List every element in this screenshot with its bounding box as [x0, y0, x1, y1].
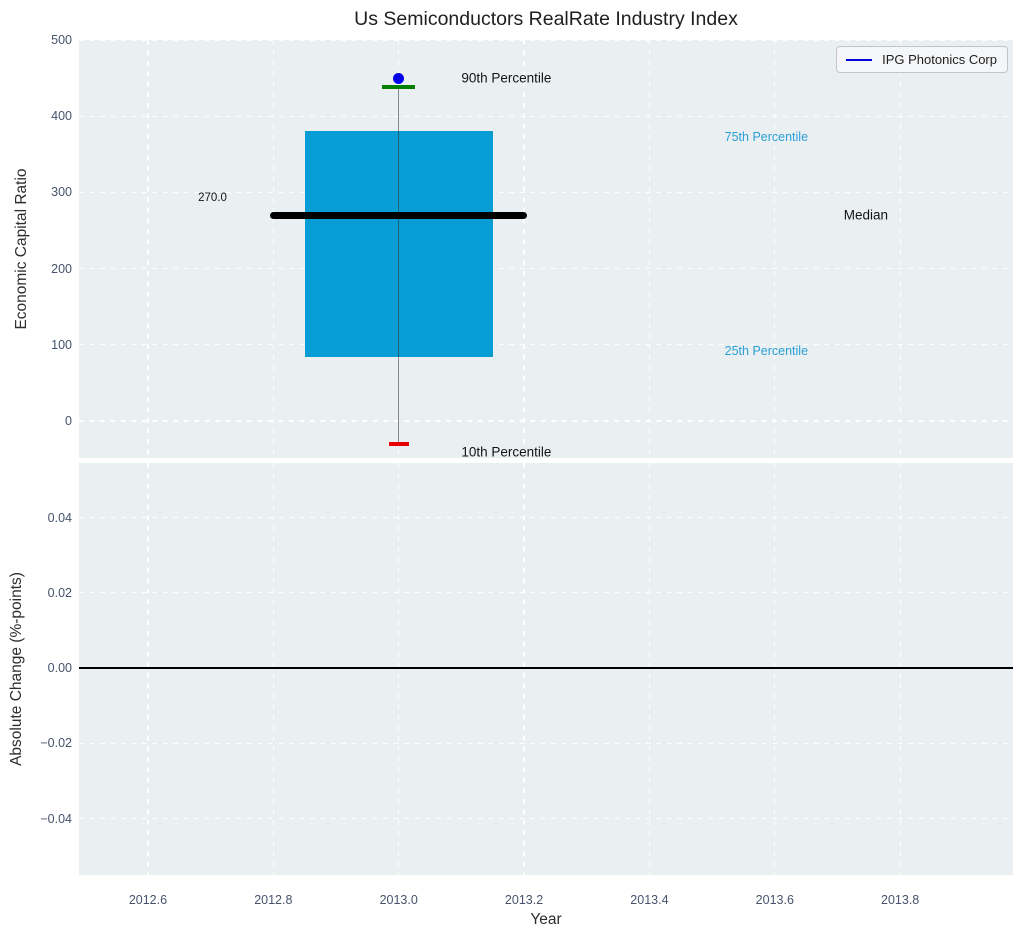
- gridline-h: [79, 39, 1013, 41]
- xtick-label: 2013.4: [630, 893, 669, 907]
- xtick-label: 2013.0: [379, 893, 418, 907]
- gridline-v: [899, 40, 901, 458]
- ytick-label-bottom: 0.02: [47, 585, 72, 600]
- gridline-h: [79, 267, 1013, 270]
- gridline-h: [79, 516, 1013, 519]
- xtick-label: 2012.6: [128, 893, 168, 907]
- ytick-label-top: 200: [51, 261, 72, 276]
- gridline-v: [523, 40, 525, 458]
- annotation-75th-percentile: 75th Percentile: [724, 129, 809, 144]
- annotation-10th-percentile: 10th Percentile: [461, 444, 552, 460]
- cap-90th-percentile: [382, 85, 415, 90]
- whisker-line: [397, 87, 400, 444]
- median-line: [270, 211, 528, 219]
- x-axis-label: Year: [530, 911, 562, 928]
- company-marker-dot: [393, 73, 405, 85]
- gridline-v: [272, 463, 274, 875]
- gridline-v: [774, 40, 776, 458]
- gridline-h: [79, 344, 1013, 346]
- gridline-v: [147, 40, 149, 458]
- gridline-v: [774, 463, 776, 875]
- ytick-label-top: 400: [51, 109, 72, 124]
- ytick-label-top: 300: [51, 185, 72, 200]
- annotation-90th-percentile: 90th Percentile: [461, 70, 552, 86]
- xtick-label: 2013.6: [755, 893, 794, 907]
- xtick-label: 2012.8: [254, 893, 293, 907]
- chart-title: Us Semiconductors RealRate Industry Inde…: [354, 8, 738, 30]
- ytick-label-top: 500: [51, 33, 72, 47]
- gridline-h: [79, 191, 1013, 193]
- ytick-label-bottom: 0.00: [47, 661, 72, 676]
- gridline-v: [147, 463, 149, 875]
- gridline-v: [523, 463, 525, 875]
- xtick-label: 2013.8: [881, 893, 920, 907]
- bottom-plot-area: [79, 463, 1013, 875]
- legend-line-icon: [846, 58, 873, 61]
- gridline-v: [648, 463, 651, 875]
- annotation-270-0: 270.0: [198, 191, 227, 204]
- zero-line: [79, 667, 1013, 669]
- gridline-h: [79, 742, 1013, 744]
- gridline-v: [398, 463, 400, 875]
- top-plot-area: IPG Photonics Corp 90th Percentile 75th P…: [79, 39, 1013, 460]
- ytick-label-top: 0: [65, 413, 72, 428]
- gridline-v: [648, 40, 651, 458]
- ytick-label-top: 100: [51, 337, 72, 352]
- annotation-median: Median: [843, 207, 889, 223]
- ytick-label-bottom: 0.04: [47, 510, 72, 525]
- gridline-h: [79, 592, 1013, 594]
- gridline-h: [79, 420, 1013, 422]
- annotation-25th-percentile: 25th Percentile: [724, 343, 809, 358]
- gridline-v: [272, 40, 274, 458]
- ytick-label-bottom: −0.04: [40, 811, 72, 826]
- xtick-label: 2013.2: [504, 893, 544, 907]
- cap-10th-percentile: [388, 442, 409, 446]
- legend-label: IPG Photonics Corp: [882, 52, 997, 67]
- legend[interactable]: IPG Photonics Corp: [836, 46, 1008, 73]
- gridline-v: [899, 463, 901, 875]
- gridline-h: [79, 115, 1013, 117]
- gridline-h: [79, 817, 1013, 820]
- ytick-label-bottom: −0.02: [40, 736, 72, 751]
